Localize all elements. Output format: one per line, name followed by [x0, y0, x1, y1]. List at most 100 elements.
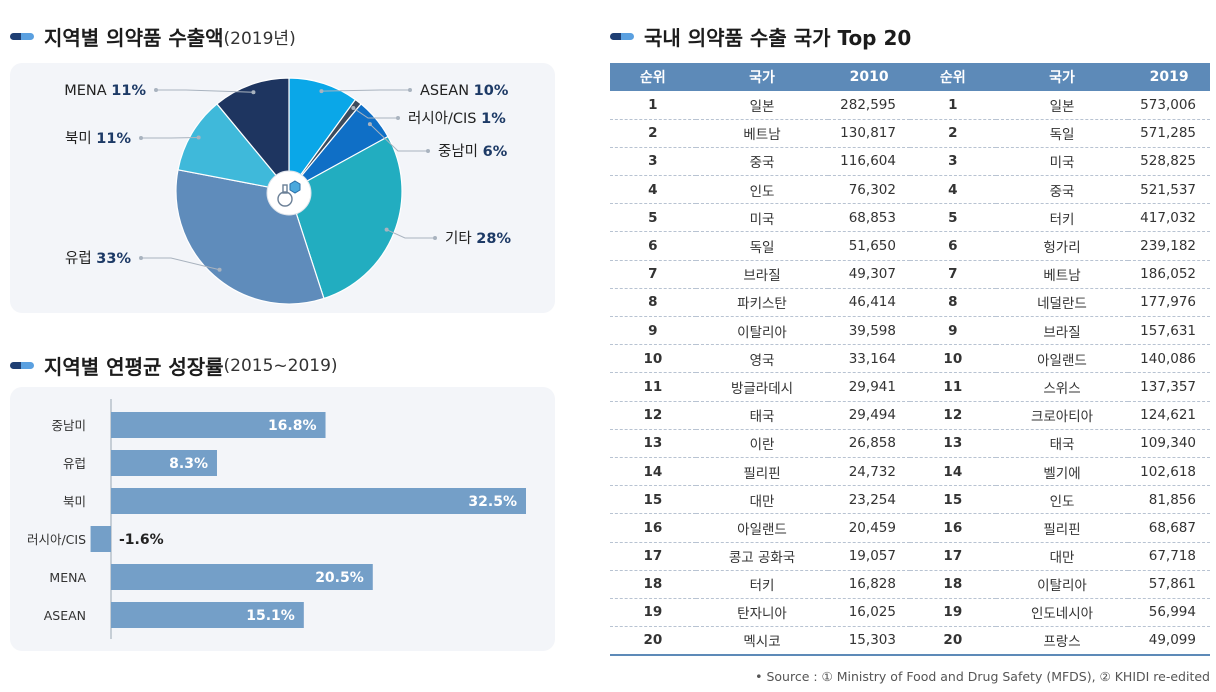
cell-value-2019: 528,825 [1128, 147, 1210, 177]
bar-section-title: 지역별 연평균 성장률 (2015~2019) [10, 351, 338, 380]
table-row: 12 태국 29,494 12 크로아티아 124,621 [610, 401, 1210, 430]
cell-country-2010: 터키 [695, 570, 829, 599]
pie-label-name: 유럽 [65, 250, 96, 267]
cell-value-2010: 15,303 [828, 626, 910, 656]
cell-rank-2019: 15 [909, 485, 996, 515]
pie-label-name: 중남미 [438, 143, 483, 160]
cell-rank-2010: 13 [610, 429, 696, 458]
pie-label: 유럽 33% [65, 250, 131, 267]
table-row: 17 콩고 공화국 19,057 17 대만 67,718 [610, 542, 1210, 571]
cell-value-2019: 239,182 [1128, 231, 1210, 261]
cell-country-2019: 스위스 [995, 372, 1129, 402]
cell-country-2019: 중국 [995, 175, 1129, 205]
cell-rank-2010: 2 [610, 119, 696, 148]
pie-leader-dot [433, 236, 437, 240]
cell-value-2010: 23,254 [828, 485, 910, 515]
cell-rank-2010: 1 [610, 91, 696, 120]
cell-value-2019: 521,537 [1128, 175, 1210, 205]
cell-country-2010: 대만 [695, 485, 829, 515]
flask-icon-part [277, 191, 293, 207]
table-title: 국내 의약품 수출 국가 Top 20 [644, 26, 912, 50]
cell-value-2019: 140,086 [1128, 344, 1210, 374]
pie-leader-dot [367, 122, 372, 127]
title-bullet-icon [610, 33, 634, 40]
cell-value-2010: 130,817 [828, 119, 910, 148]
cell-country-2010: 미국 [695, 203, 829, 233]
cell-value-2010: 76,302 [828, 175, 910, 205]
cell-rank-2010: 10 [610, 344, 696, 374]
pie-label-value: 11% [111, 83, 146, 99]
bar-category-label: 러시아/CIS [27, 532, 86, 547]
header-year-2010: 2010 [828, 63, 910, 91]
pie-title-sub: (2019년) [223, 29, 296, 49]
table-row: 6 독일 51,650 6 헝가리 239,182 [610, 231, 1210, 261]
pie-slice-6 [216, 77, 290, 193]
pie-chart: ASEAN 10% 러시아/CIS 1% 중남미 6% 기타 28% 유럽 33% 북미 … [64, 77, 511, 305]
cell-value-2010: 33,164 [828, 344, 910, 374]
cell-rank-2010: 15 [610, 485, 696, 515]
cell-country-2010: 이란 [695, 429, 829, 458]
header-year-2019: 2019 [1128, 63, 1210, 91]
cell-rank-2010: 12 [610, 401, 696, 430]
cell-rank-2010: 14 [610, 457, 696, 487]
pie-leader-dot [251, 90, 256, 95]
cell-rank-2019: 14 [909, 457, 996, 487]
header-country-2019: 국가 [995, 63, 1129, 91]
flask-neck-icon-part [282, 184, 288, 194]
cell-value-2019: 67,718 [1128, 542, 1210, 571]
cell-value-2010: 16,828 [828, 570, 910, 599]
pie-leader-dot [396, 116, 400, 120]
cell-value-2019: 68,687 [1128, 513, 1210, 543]
cell-value-2019: 49,099 [1128, 626, 1210, 656]
pie-label-value: 6% [483, 144, 508, 160]
cell-rank-2010: 6 [610, 231, 696, 261]
cell-country-2010: 멕시코 [695, 626, 829, 656]
cell-rank-2010: 3 [610, 147, 696, 177]
pie-label: 기타 28% [445, 230, 511, 247]
pie-label-value: 11% [96, 131, 131, 147]
cell-rank-2019: 18 [909, 570, 996, 599]
table-row: 20 멕시코 15,303 20 프랑스 49,099 [610, 626, 1210, 656]
pie-label: 러시아/CIS 1% [408, 110, 506, 127]
cell-value-2019: 573,006 [1128, 91, 1210, 120]
bar-chart: 중남미 16.8% 유럽 8.3% 북미 32.5% 러시아/CIS -1.6% MENA 20.… [27, 399, 526, 639]
bar-value-label: 32.5% [468, 494, 517, 510]
cell-value-2019: 571,285 [1128, 119, 1210, 148]
cell-country-2019: 프랑스 [995, 626, 1129, 656]
pie-leader-dot [139, 136, 143, 140]
pie-leader-dot [384, 227, 389, 232]
cell-country-2019: 터키 [995, 203, 1129, 233]
bar-category-label: 중남미 [51, 418, 86, 433]
pie-slice-5 [177, 103, 291, 192]
cell-rank-2019: 2 [909, 119, 996, 148]
cell-country-2019: 이탈리아 [995, 570, 1129, 599]
bar-category-label: 북미 [63, 494, 86, 509]
cell-value-2010: 49,307 [828, 260, 910, 289]
table-row: 11 방글라데시 29,941 11 스위스 137,357 [610, 372, 1210, 402]
table-row: 16 아일랜드 20,459 16 필리핀 68,687 [610, 513, 1210, 543]
pie-leader-line [141, 257, 220, 271]
cell-rank-2019: 6 [909, 231, 996, 261]
cell-country-2019: 인도네시아 [995, 598, 1129, 628]
cell-country-2010: 인도 [695, 175, 829, 205]
pie-title: 지역별 의약품 수출액 [44, 26, 224, 50]
table-row: 4 인도 76,302 4 중국 521,537 [610, 175, 1210, 205]
pie-label-name: ASEAN [420, 83, 474, 99]
cell-country-2010: 중국 [695, 147, 829, 177]
cell-country-2019: 아일랜드 [995, 344, 1129, 374]
table-row: 9 이탈리아 39,598 9 브라질 157,631 [610, 316, 1210, 346]
cell-country-2019: 일본 [995, 91, 1129, 120]
cell-value-2019: 57,861 [1128, 570, 1210, 599]
bar-category-label: ASEAN [44, 608, 86, 623]
cell-country-2010: 아일랜드 [695, 513, 829, 543]
pie-label-name: 북미 [65, 130, 96, 147]
cell-country-2010: 베트남 [695, 119, 829, 148]
cell-value-2010: 20,459 [828, 513, 910, 543]
cell-country-2010: 필리핀 [695, 457, 829, 487]
bar-1 [111, 450, 217, 476]
bar-title: 지역별 연평균 성장률 [44, 355, 224, 379]
pie-leader-dot [196, 135, 201, 140]
cell-rank-2019: 17 [909, 542, 996, 571]
pie-label: 중남미 6% [438, 143, 508, 160]
bar-value-label: -1.6% [119, 532, 164, 548]
